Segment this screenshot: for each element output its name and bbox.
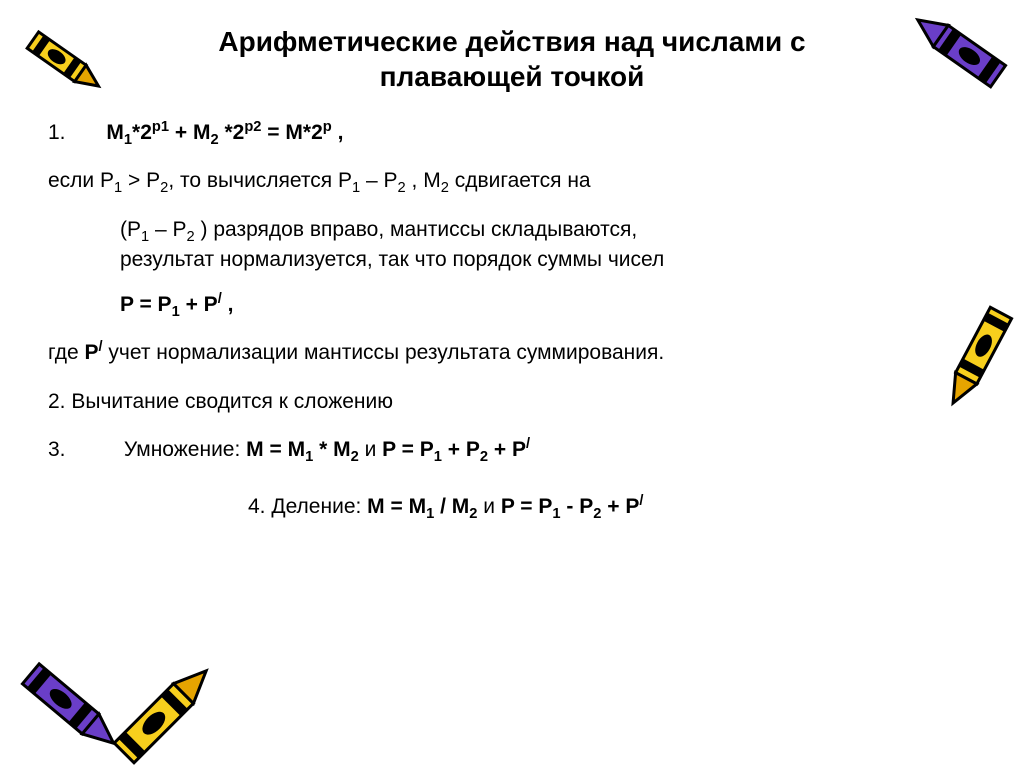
item-4: 4. Деление: M = M1 / M2 и P = P1 - P2 + … — [48, 492, 944, 522]
item-1: 1. M1*2p1 + M2 *2p2 = M*2p , — [48, 118, 944, 148]
crayon-bottom-left-yellow-icon — [88, 624, 238, 768]
item-1-order: P = P1 + P/ , — [48, 290, 944, 320]
title-line-1: Арифметические действия над числами с — [218, 26, 805, 57]
slide-body: 1. M1*2p1 + M2 *2p2 = M*2p , если P1 > P… — [48, 118, 944, 540]
slide: Арифметические действия над числами с пл… — [0, 0, 1024, 768]
item-1-where: где P/ учет нормализации мантиссы резуль… — [48, 338, 944, 368]
item-2: 2. Вычитание сводится к сложению — [48, 387, 944, 417]
slide-title: Арифметические действия над числами с пл… — [0, 24, 1024, 94]
title-line-2: плавающей точкой — [380, 61, 645, 92]
item-1-detail: (P1 – P2 ) разрядов вправо, мантиссы скл… — [48, 215, 944, 276]
item-1-cond: если P1 > P2, то вычисляется P1 – P2 , M… — [48, 166, 944, 196]
item-3: 3. Умножение: M = M1 * M2 и P = P1 + P2 … — [48, 435, 944, 465]
